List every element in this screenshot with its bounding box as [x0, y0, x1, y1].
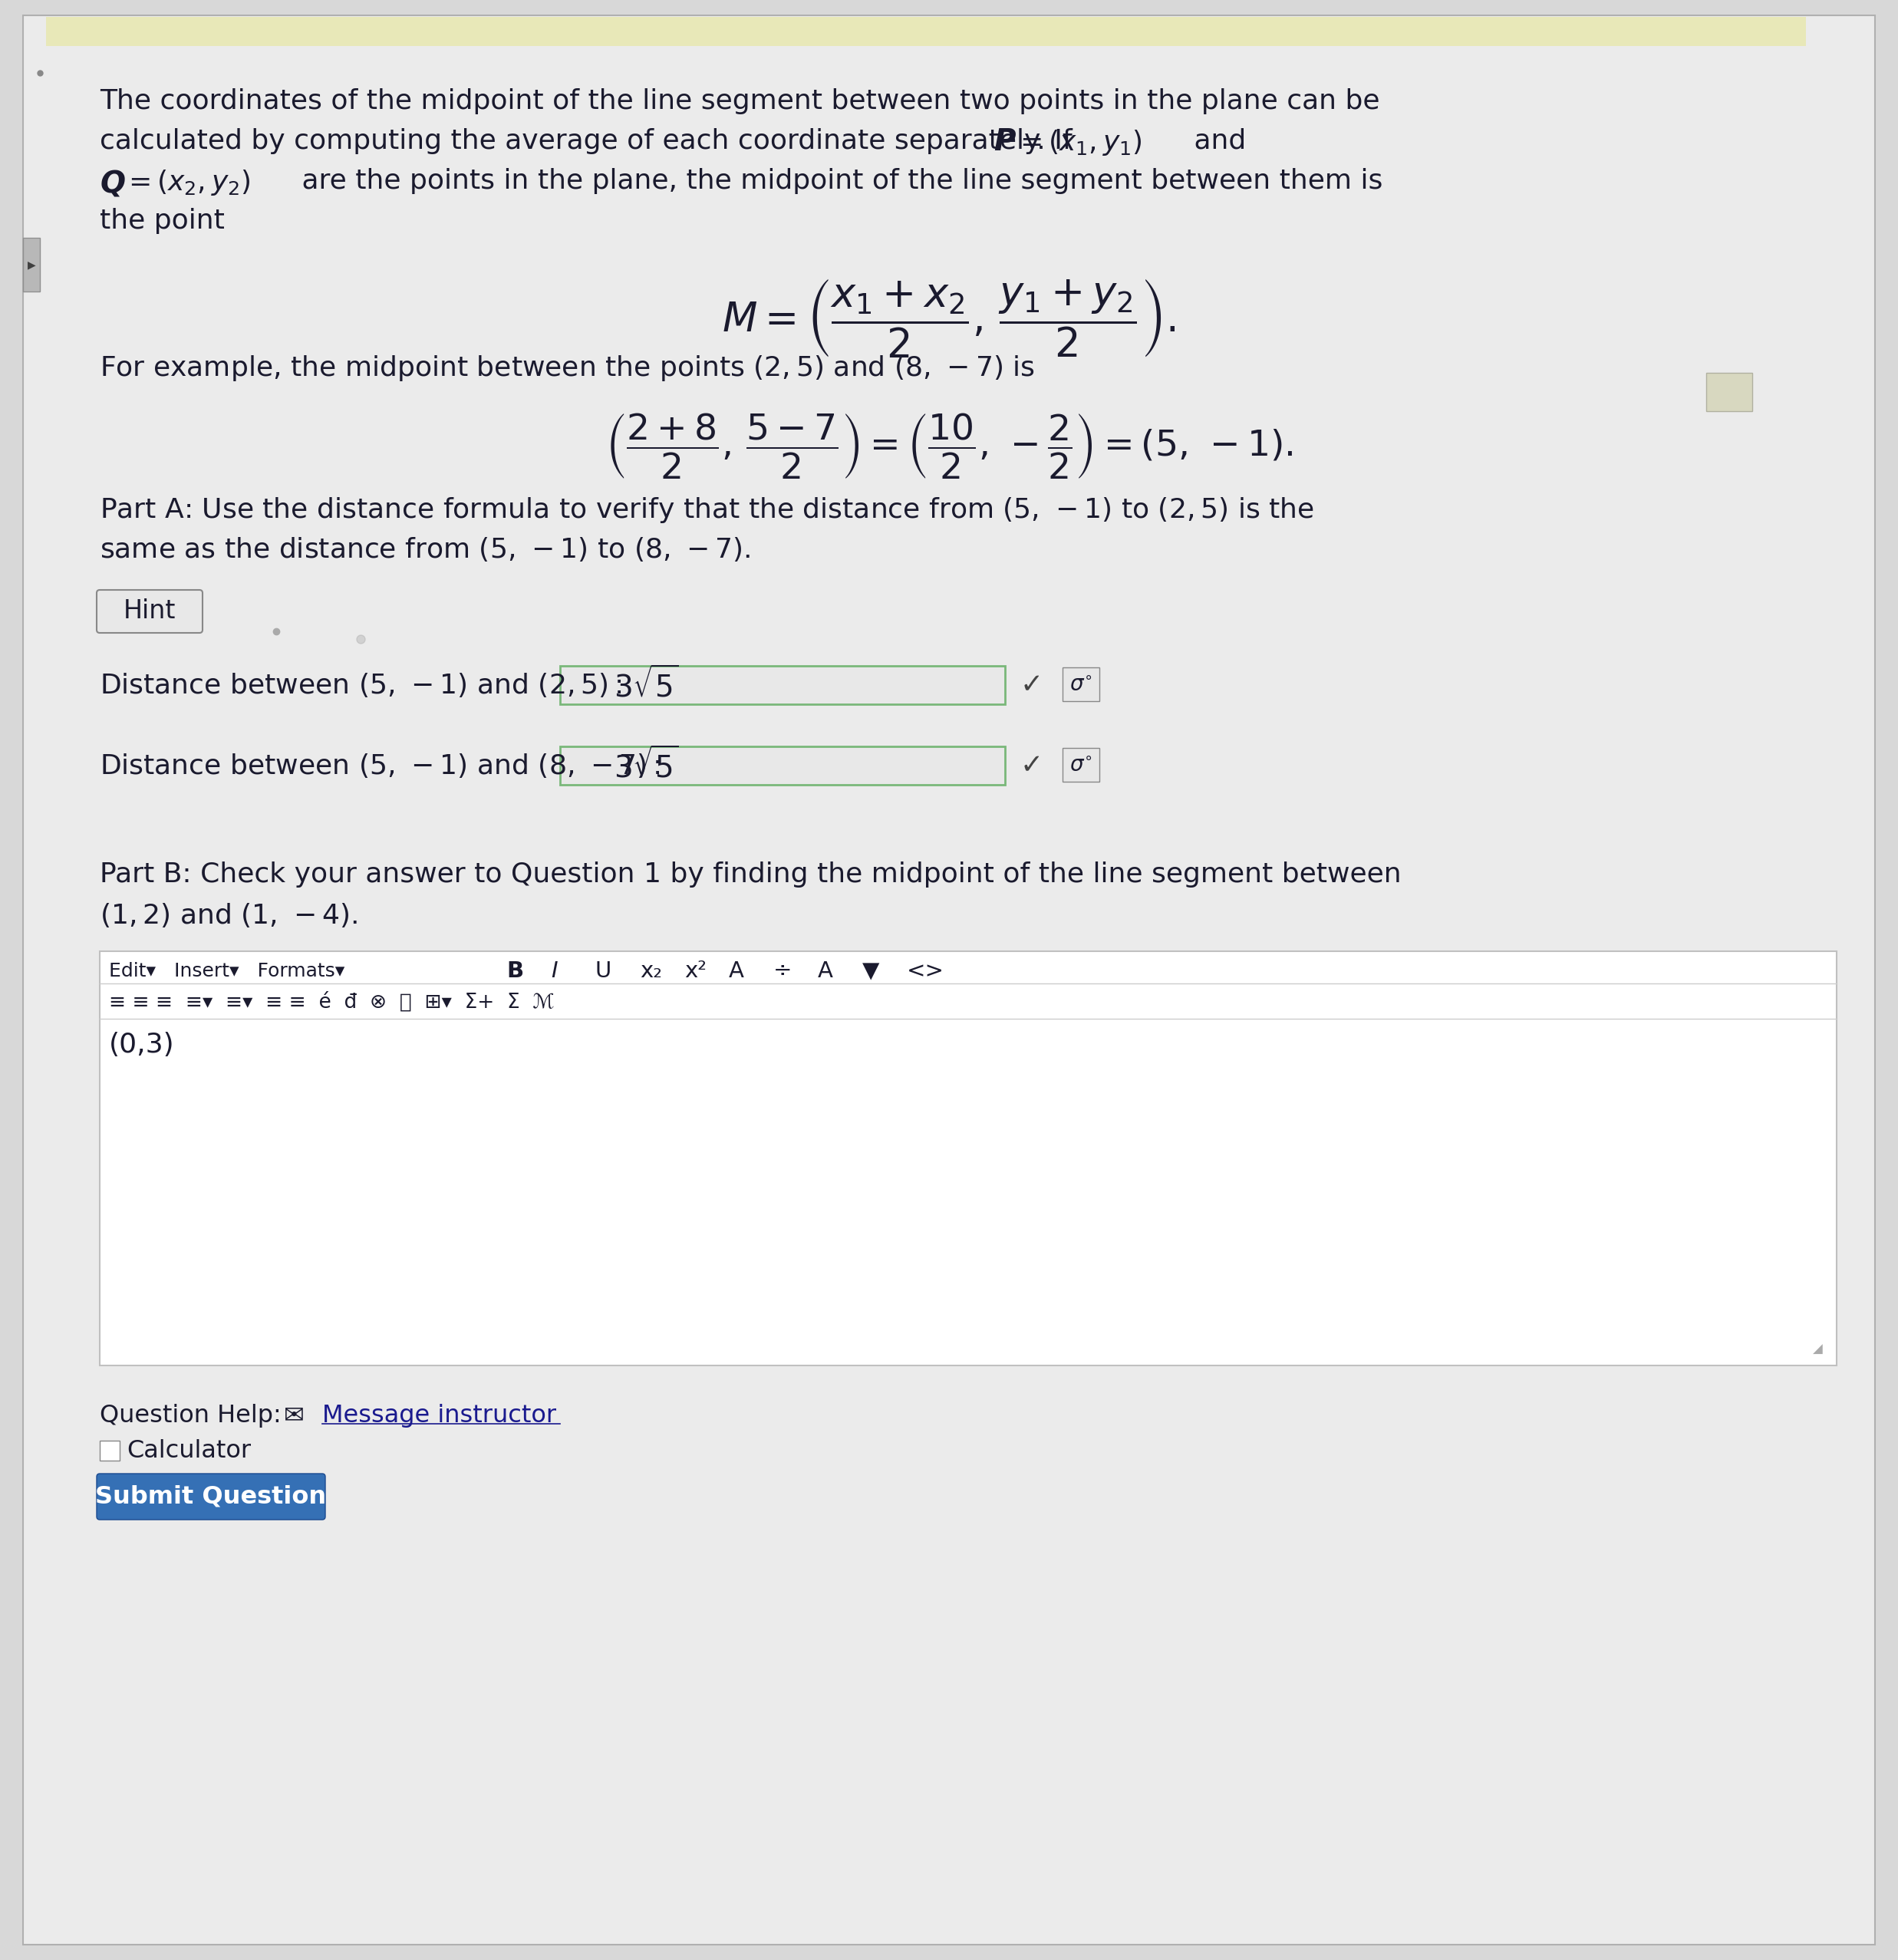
Text: ▼: ▼	[862, 960, 879, 982]
Bar	[560, 747, 1006, 784]
Text: $\boldsymbol{Q}$: $\boldsymbol{Q}$	[101, 169, 125, 198]
Text: B: B	[507, 960, 524, 982]
Text: <>: <>	[907, 960, 945, 982]
Text: I: I	[550, 960, 558, 982]
Text: $\sigma^{\circ}$: $\sigma^{\circ}$	[1069, 755, 1093, 776]
Text: are the points in the plane, the midpoint of the line segment between them is: are the points in the plane, the midpoin…	[292, 169, 1384, 194]
Text: $(1, 2)$ and $(1,\,-4)$.: $(1, 2)$ and $(1,\,-4)$.	[101, 902, 357, 929]
Text: $M = \left(\dfrac{x_1+x_2}{2},\,\dfrac{y_1+y_2}{2}\right).$: $M = \left(\dfrac{x_1+x_2}{2},\,\dfrac{y…	[721, 276, 1177, 359]
Text: Submit Question: Submit Question	[95, 1486, 326, 1509]
Text: ◢: ◢	[1813, 1343, 1822, 1356]
Text: $3\sqrt{5}$: $3\sqrt{5}$	[613, 747, 679, 784]
Text: Calculator: Calculator	[127, 1439, 251, 1462]
Text: ✉: ✉	[285, 1403, 304, 1427]
Text: x₂: x₂	[640, 960, 662, 982]
Text: $\sigma^{\circ}$: $\sigma^{\circ}$	[1069, 674, 1093, 696]
Bar	[101, 1441, 120, 1460]
Bar	[101, 951, 1837, 1366]
Text: A: A	[729, 960, 744, 982]
Text: $\left(\dfrac{2+8}{2},\,\dfrac{5-7}{2}\right) = \left(\dfrac{10}{2},\,-\dfrac{2}: $\left(\dfrac{2+8}{2},\,\dfrac{5-7}{2}\r…	[605, 412, 1293, 480]
Bar	[1706, 372, 1752, 412]
Bar	[46, 18, 1805, 45]
Text: (0,3): (0,3)	[108, 1031, 175, 1058]
Text: Edit▾   Insert▾   Formats▾: Edit▾ Insert▾ Formats▾	[108, 962, 345, 980]
Bar	[560, 666, 1006, 704]
Text: ✓: ✓	[1021, 753, 1044, 778]
Text: calculated by computing the average of each coordinate separately. If: calculated by computing the average of e…	[101, 127, 1082, 155]
Text: Question Help:: Question Help:	[101, 1403, 281, 1427]
Text: For example, the midpoint between the points $(2, 5)$ and $(8,\,-7)$ is: For example, the midpoint between the po…	[101, 353, 1034, 382]
Text: $= (x_2, y_2)$: $= (x_2, y_2)$	[123, 169, 251, 198]
Text: x²: x²	[685, 960, 706, 982]
Text: Part A: Use the distance formula to verify that the distance from $(5,\,-1)$ to : Part A: Use the distance formula to veri…	[101, 496, 1313, 525]
Text: ÷: ÷	[772, 960, 791, 982]
Bar	[23, 237, 40, 292]
Text: ▶: ▶	[27, 259, 36, 270]
Bar	[1063, 668, 1099, 702]
Text: The coordinates of the midpoint of the line segment between two points in the pl: The coordinates of the midpoint of the l…	[101, 88, 1380, 114]
Text: and: and	[1184, 127, 1247, 155]
Text: ≡ ≡ ≡  ≡▾  ≡▾  ≡ ≡  é  đ  ⊗  ⬜  ⊞▾  Σ+  Σ  ℳ: ≡ ≡ ≡ ≡▾ ≡▾ ≡ ≡ é đ ⊗ ⬜ ⊞▾ Σ+ Σ ℳ	[108, 992, 554, 1011]
Text: A: A	[818, 960, 833, 982]
Text: $= (x_1, y_1)$: $= (x_1, y_1)$	[1014, 127, 1143, 157]
Text: Message instructor: Message instructor	[323, 1403, 556, 1427]
FancyBboxPatch shape	[97, 590, 203, 633]
FancyBboxPatch shape	[97, 1474, 325, 1519]
Text: Hint: Hint	[123, 598, 177, 623]
Text: the point: the point	[101, 208, 224, 233]
Text: Distance between $(5,\,-1)$ and $(2, 5):$: Distance between $(5,\,-1)$ and $(2, 5):…	[101, 670, 623, 700]
Text: Part B: Check your answer to Question 1 by finding the midpoint of the line segm: Part B: Check your answer to Question 1 …	[101, 862, 1401, 888]
Text: $3\sqrt{5}$: $3\sqrt{5}$	[613, 666, 679, 704]
Bar	[1063, 749, 1099, 782]
Text: ✓: ✓	[1021, 672, 1044, 698]
Text: U: U	[596, 960, 611, 982]
Text: same as the distance from $(5,\,-1)$ to $(8,\,-7)$.: same as the distance from $(5,\,-1)$ to …	[101, 535, 752, 563]
Text: Distance between $(5,\,-1)$ and $(8,\,-7):$: Distance between $(5,\,-1)$ and $(8,\,-7…	[101, 753, 661, 780]
Text: $\boldsymbol{P}$: $\boldsymbol{P}$	[993, 127, 1017, 157]
